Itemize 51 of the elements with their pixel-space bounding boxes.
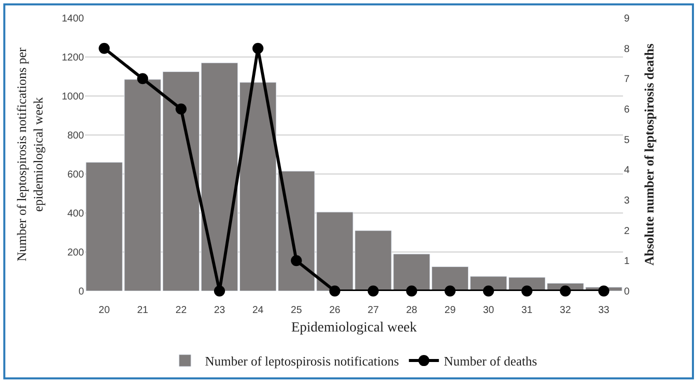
point: [483, 286, 494, 296]
point: [137, 73, 148, 84]
x-tick-label: 20: [98, 305, 110, 316]
y-tick-label: 0: [78, 286, 84, 298]
x-tick-label: 26: [329, 305, 341, 316]
x-tick-label: 31: [521, 305, 533, 316]
x-tick-label: 25: [290, 305, 302, 316]
point: [252, 42, 264, 54]
x-tick-label: 29: [444, 305, 456, 316]
x-tick-label: 24: [252, 305, 264, 316]
y-tick-label: 800: [67, 130, 84, 142]
y2-tick-label: 4: [624, 165, 630, 176]
y2-tick-label: 2: [624, 226, 630, 237]
x-tick-label: 28: [406, 305, 418, 316]
point: [406, 286, 418, 296]
point: [521, 286, 532, 296]
x-tick-label: 22: [176, 305, 188, 316]
point: [329, 286, 340, 296]
x-tick-label: 27: [368, 305, 380, 316]
x-tick-label: 33: [598, 305, 610, 316]
y2-tick-label: 6: [624, 104, 630, 116]
y2-tick-label: 8: [624, 44, 630, 55]
y-tick-label: 400: [67, 208, 84, 220]
legend-label: Number of leptospirosis notifications: [205, 354, 399, 369]
y-axis-title: Number of leptospirosis notifications per epidemiological week: [14, 46, 46, 262]
y2-tick-label: 9: [624, 14, 630, 24]
point: [444, 286, 456, 296]
y-tick-label: 1200: [62, 52, 84, 64]
x-tick-label: 23: [214, 305, 226, 316]
x-axis-title: Epidemiological week: [291, 320, 417, 336]
y2-axis-title: Absolute number of leptospirosis deaths: [642, 44, 657, 266]
y-tick-label: 1400: [62, 14, 84, 24]
y2-tick-label: 7: [624, 74, 630, 86]
x-tick-label: 21: [137, 305, 149, 316]
y2-tick-label: 1: [624, 256, 630, 268]
point: [560, 286, 571, 296]
point: [176, 104, 187, 114]
y2-tick-label: 5: [624, 134, 630, 146]
y2-tick-label: 3: [624, 196, 630, 206]
y-tick-label: 1000: [62, 92, 84, 102]
point: [98, 42, 110, 54]
point: [214, 286, 225, 296]
y2-tick-label: 0: [624, 286, 630, 298]
point: [290, 255, 302, 266]
x-tick-label: 32: [560, 305, 572, 316]
point: [598, 286, 610, 296]
point: [368, 286, 379, 296]
y-tick-label: 600: [67, 170, 84, 180]
x-tick-label: 30: [482, 305, 494, 316]
legend-label: Number of deaths: [444, 354, 538, 369]
y-tick-label: 200: [67, 248, 84, 258]
